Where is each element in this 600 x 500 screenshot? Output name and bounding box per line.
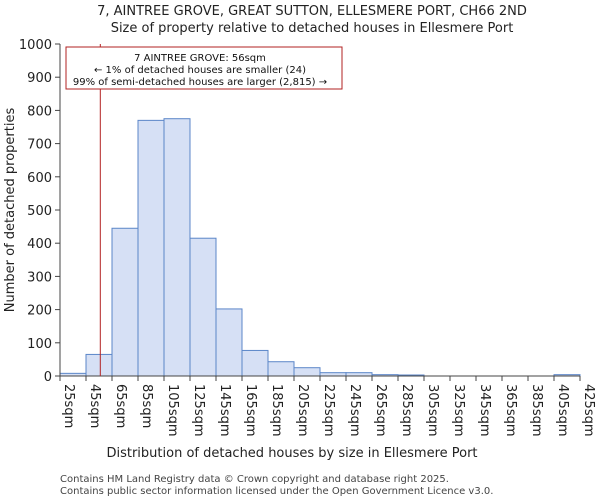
annotation-line2: ← 1% of detached houses are smaller (24) xyxy=(94,65,306,76)
x-ticks: 25sqm 45sqm 65sqm 85sqm 105sqm 125sqm 145sqm 16… xyxy=(59,376,596,437)
x-tick-label: 285sqm xyxy=(399,384,414,437)
x-tick-label: 45sqm xyxy=(87,384,102,428)
annotation-line1: 7 AINTREE GROVE: 56sqm xyxy=(134,53,266,64)
bar-85sqm xyxy=(137,119,165,377)
x-tick-label: 265sqm xyxy=(373,384,388,437)
x-tick-label: 65sqm xyxy=(113,384,128,428)
x-tick-label: 325sqm xyxy=(451,384,466,437)
y-tick-label: 600 xyxy=(27,171,52,186)
bar-185sqm xyxy=(267,361,295,377)
y-tick-label: 100 xyxy=(27,337,52,352)
bars-group xyxy=(59,118,581,377)
x-tick-label: 125sqm xyxy=(191,384,206,437)
bar-205sqm xyxy=(293,367,321,377)
x-tick-label: 205sqm xyxy=(295,384,310,437)
x-tick-label: 85sqm xyxy=(139,384,154,428)
y-tick-label: 300 xyxy=(27,270,52,285)
x-tick-label: 245sqm xyxy=(347,384,362,437)
y-axis-label: Number of detached properties xyxy=(3,108,18,313)
footer-line1: Contains HM Land Registry data © Crown c… xyxy=(60,474,449,485)
x-tick-label: 365sqm xyxy=(503,384,518,437)
bar-105sqm xyxy=(163,118,191,377)
y-tick-label: 800 xyxy=(27,104,52,119)
footer-line2: Contains public sector information licen… xyxy=(60,486,493,497)
x-tick-label: 165sqm xyxy=(243,384,258,437)
annotation-box: 7 AINTREE GROVE: 56sqm ← 1% of detached … xyxy=(65,46,343,90)
bar-165sqm xyxy=(241,349,269,377)
y-tick-label: 700 xyxy=(27,138,52,153)
y-tick-label: 0 xyxy=(44,370,52,385)
y-tick-label: 200 xyxy=(27,304,52,319)
x-tick-label: 425sqm xyxy=(581,384,596,437)
y-tick-label: 1000 xyxy=(19,38,52,53)
bar-65sqm xyxy=(111,227,139,377)
chart-title-line2: Size of property relative to detached ho… xyxy=(111,21,514,36)
annotation-line3: 99% of semi-detached houses are larger (… xyxy=(73,77,327,88)
x-tick-label: 25sqm xyxy=(61,384,76,428)
chart-title-line1: 7, AINTREE GROVE, GREAT SUTTON, ELLESMER… xyxy=(97,4,527,19)
bar-145sqm xyxy=(215,308,243,377)
y-tick-label: 900 xyxy=(27,71,52,86)
x-tick-label: 145sqm xyxy=(217,384,232,437)
x-tick-label: 225sqm xyxy=(321,384,336,437)
bar-125sqm xyxy=(189,237,217,377)
y-tick-label: 500 xyxy=(27,204,52,219)
x-tick-label: 345sqm xyxy=(477,384,492,437)
x-tick-label: 105sqm xyxy=(165,384,180,437)
bar-45sqm xyxy=(85,353,113,377)
x-axis-label: Distribution of detached houses by size … xyxy=(106,446,477,461)
x-tick-label: 305sqm xyxy=(425,384,440,437)
y-tick-label: 400 xyxy=(27,237,52,252)
x-tick-label: 385sqm xyxy=(529,384,544,437)
x-tick-label: 405sqm xyxy=(555,384,570,437)
y-ticks: 0 100 200 300 400 500 600 700 800 900 1000 xyxy=(19,38,60,385)
x-tick-label: 185sqm xyxy=(269,384,284,437)
